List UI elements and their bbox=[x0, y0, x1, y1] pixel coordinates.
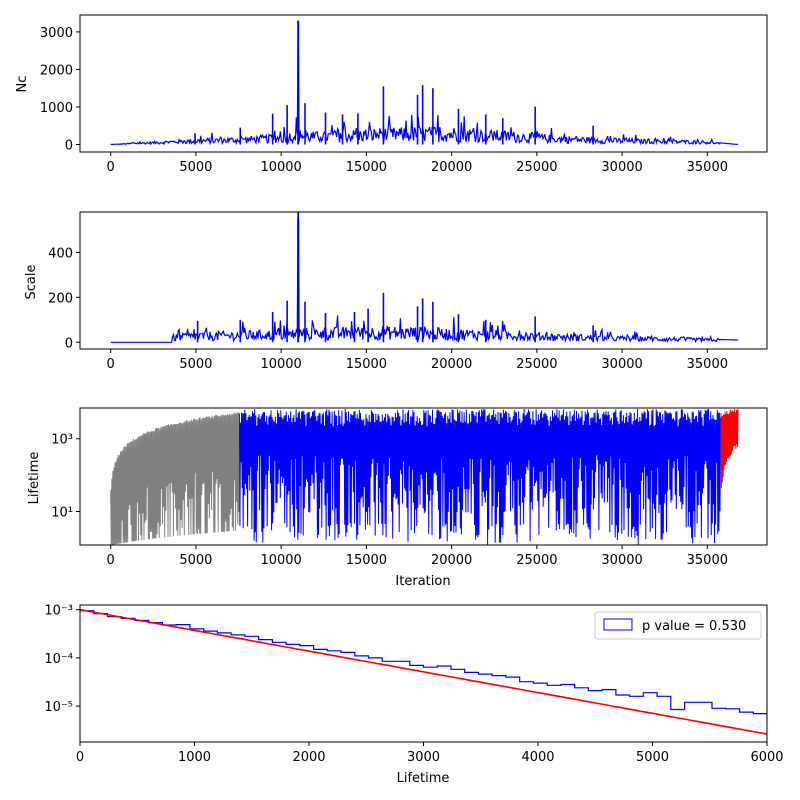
x-tick-label: 35000 bbox=[687, 160, 728, 175]
x-tick-label: 0 bbox=[76, 750, 84, 765]
x-tick-label: 15000 bbox=[346, 357, 387, 372]
plot-frame bbox=[79, 407, 768, 546]
x-tick-label: 3000 bbox=[407, 750, 440, 765]
panel-nc: Nc 0 5000 10000 15000 20000 25000 30000 35000 0 1… bbox=[15, 14, 768, 175]
x-tick-label: 0 bbox=[107, 553, 115, 568]
x-tick-label: 2000 bbox=[292, 750, 325, 765]
y-tick-label: 10⁻⁵ bbox=[44, 700, 73, 715]
series-group bbox=[80, 608, 767, 735]
y-tick-label: 10¹ bbox=[51, 506, 73, 521]
x-tick-label: 35000 bbox=[687, 553, 728, 568]
x-tick-label: 10000 bbox=[260, 357, 301, 372]
y-axis-title-scale: Scale bbox=[24, 265, 39, 300]
y-tick-label: 10⁻³ bbox=[44, 604, 73, 619]
x-axis-title-lifetime: Lifetime bbox=[397, 771, 450, 786]
y-tick-label: 2000 bbox=[40, 63, 73, 78]
legend-label: p value = 0.530 bbox=[642, 619, 746, 634]
x-tick-label: 6000 bbox=[750, 750, 783, 765]
x-tick-label: 20000 bbox=[431, 357, 472, 372]
x-tick-label: 0 bbox=[107, 357, 115, 372]
y-tick-label: 10³ bbox=[51, 433, 73, 448]
panel-scale: Scale 0 5000 10000 15000 20000 25000 30000 3500… bbox=[24, 211, 768, 372]
panel-lifetime: Lifetime Iteration 0 5000 10000 15000 20000 2… bbox=[27, 407, 768, 589]
x-tick-label: 15000 bbox=[346, 553, 387, 568]
y-tick-label: 200 bbox=[48, 291, 73, 306]
series-group bbox=[110, 408, 739, 545]
legend-box bbox=[594, 611, 762, 640]
x-tick-label: 5000 bbox=[636, 750, 669, 765]
lifetime-series-2 bbox=[720, 409, 739, 489]
histogram-step bbox=[80, 610, 767, 719]
x-tick-label: 25000 bbox=[516, 553, 557, 568]
x-tick-label: 5000 bbox=[179, 357, 212, 372]
lifetime-series-0 bbox=[110, 412, 240, 545]
y-tick-label: 10⁻⁴ bbox=[44, 652, 73, 667]
series-line bbox=[110, 212, 738, 344]
series-group bbox=[110, 20, 738, 146]
lifetime-series-1 bbox=[238, 408, 721, 545]
x-tick-label: 30000 bbox=[601, 160, 642, 175]
x-tick-label: 10000 bbox=[260, 160, 301, 175]
x-tick-label: 25000 bbox=[516, 357, 557, 372]
series-group bbox=[110, 212, 738, 344]
x-tick-label: 1000 bbox=[178, 750, 211, 765]
x-tick-label: 0 bbox=[107, 160, 115, 175]
plot-frame bbox=[79, 14, 768, 153]
plot-frame bbox=[79, 604, 768, 743]
x-tick-label: 5000 bbox=[179, 160, 212, 175]
y-tick-label: 3000 bbox=[40, 26, 73, 41]
y-axis-title-nc: Nc bbox=[15, 76, 30, 93]
x-tick-label: 5000 bbox=[179, 553, 212, 568]
x-tick-label: 35000 bbox=[687, 357, 728, 372]
x-tick-label: 30000 bbox=[601, 357, 642, 372]
x-tick-label: 20000 bbox=[431, 553, 472, 568]
y-tick-label: 0 bbox=[65, 336, 73, 351]
x-tick-label: 10000 bbox=[260, 553, 301, 568]
x-tick-label: 4000 bbox=[521, 750, 554, 765]
legend: p value = 0.530 bbox=[594, 611, 762, 640]
plot-frame bbox=[79, 211, 768, 350]
x-tick-label: 25000 bbox=[516, 160, 557, 175]
series-line bbox=[110, 26, 738, 146]
panel-histogram: Lifetime 0 1000 2000 3000 4000 5000 6000 10⁻⁵ 10… bbox=[44, 604, 783, 786]
y-tick-label: 400 bbox=[48, 246, 73, 261]
y-axis-title-lifetime: Lifetime bbox=[27, 452, 42, 505]
x-axis-title-iteration: Iteration bbox=[395, 574, 450, 589]
x-tick-label: 30000 bbox=[601, 553, 642, 568]
x-tick-label: 15000 bbox=[346, 160, 387, 175]
y-tick-label: 0 bbox=[65, 138, 73, 153]
legend-swatch bbox=[603, 618, 633, 631]
x-tick-label: 20000 bbox=[431, 160, 472, 175]
y-tick-label: 1000 bbox=[40, 101, 73, 116]
fit-line bbox=[80, 608, 767, 735]
